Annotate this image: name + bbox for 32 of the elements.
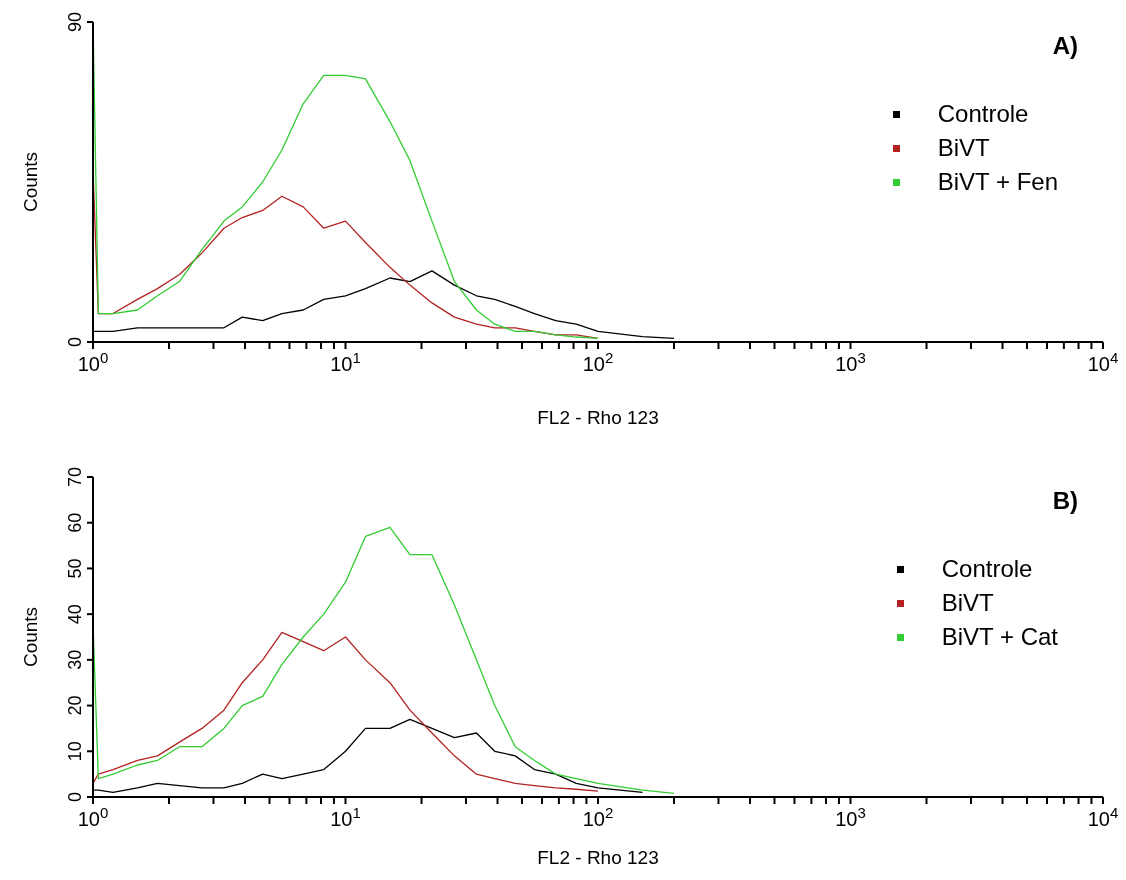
chart-title: B) xyxy=(1052,487,1078,515)
x-tick-label: 10$^{0}$ xyxy=(77,803,109,830)
x-tick-label: 10$^{2}$ xyxy=(582,348,614,375)
y-tick-label: 0 xyxy=(65,791,85,803)
legend-label: Controle xyxy=(941,554,1033,584)
legend-label: BiVT xyxy=(937,133,990,163)
x-tick-label: 10$^{3}$ xyxy=(835,803,866,830)
x-tick-label: 10$^{1}$ xyxy=(330,803,361,830)
y-tick-label: 10 xyxy=(65,741,85,762)
y-tick-label: 30 xyxy=(65,649,85,670)
y-tick-label: 60 xyxy=(65,512,85,533)
y-axis-title: Counts xyxy=(19,606,41,668)
x-tick-label: 10$^{3}$ xyxy=(835,348,866,375)
y-tick-label: 90 xyxy=(65,11,85,33)
legend-label: BiVT + Cat xyxy=(941,622,1058,652)
x-tick-label: 10$^{4}$ xyxy=(1087,803,1119,830)
legend-label: Controle xyxy=(937,99,1029,129)
x-axis-title: FL2 - Rho 123 xyxy=(537,847,659,868)
y-tick-label: 40 xyxy=(65,604,85,625)
y-tick-label: 50 xyxy=(65,558,85,579)
y-tick-label: 0 xyxy=(65,336,85,348)
x-tick-label: 10$^{4}$ xyxy=(1087,348,1119,375)
y-axis-title: Counts xyxy=(19,151,41,213)
y-tick-label: 70 xyxy=(65,466,85,488)
legend-label: BiVT + Fen xyxy=(937,167,1058,197)
legend-label: BiVT xyxy=(941,588,994,618)
chart-title: A) xyxy=(1052,32,1078,60)
x-tick-label: 10$^{1}$ xyxy=(330,348,361,375)
y-tick-label: 20 xyxy=(65,695,85,716)
x-tick-label: 10$^{0}$ xyxy=(77,348,109,375)
x-tick-label: 10$^{2}$ xyxy=(582,803,614,830)
x-axis-title: FL2 - Rho 123 xyxy=(537,407,659,428)
